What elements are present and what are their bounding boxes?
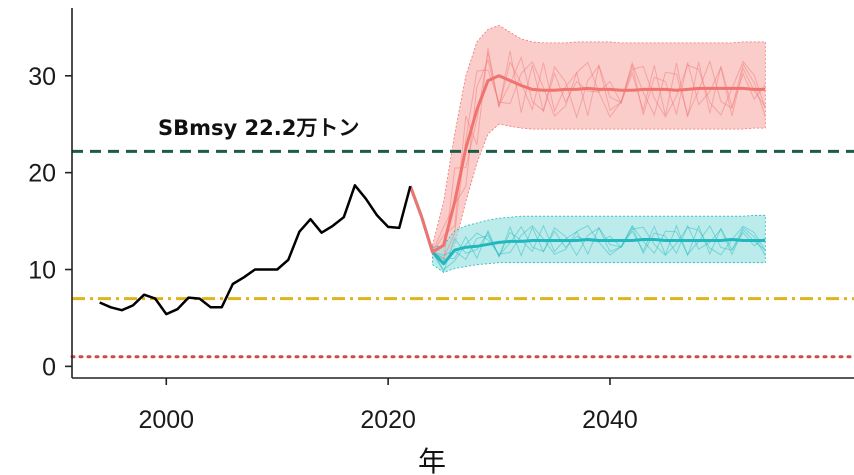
trace-1-1 (432, 224, 766, 261)
y-tick-label-3: 30 (28, 63, 56, 91)
sbmsy-annotation: SBmsy 22.2万トン (158, 116, 359, 140)
axis-ticks: 2000 2020 2040 0 10 20 30 (28, 63, 638, 434)
trace-1-2 (432, 224, 766, 273)
y-tick-label-0: 0 (42, 353, 56, 381)
projection-median-0 (408, 74, 766, 254)
trace-0-1 (432, 55, 766, 253)
x-axis-title: 年 (418, 445, 446, 475)
axes (71, 8, 854, 379)
simulation-traces (432, 48, 766, 273)
series-lines (99, 74, 766, 316)
trace-1-0 (432, 225, 766, 271)
x-tick-label-0: 2000 (138, 406, 194, 434)
x-tick-label-1: 2020 (360, 406, 416, 434)
projection-median-1 (408, 185, 766, 266)
x-tick-label-2: 2040 (582, 406, 638, 434)
y-tick-label-2: 20 (28, 160, 56, 188)
trace-0-2 (432, 52, 766, 264)
y-tick-label-1: 10 (28, 257, 56, 285)
historical-line (99, 184, 412, 316)
trace-0-0 (432, 60, 766, 259)
reference-lines (70, 149, 854, 359)
trace-0-3 (432, 48, 766, 253)
band-1 (432, 214, 766, 273)
